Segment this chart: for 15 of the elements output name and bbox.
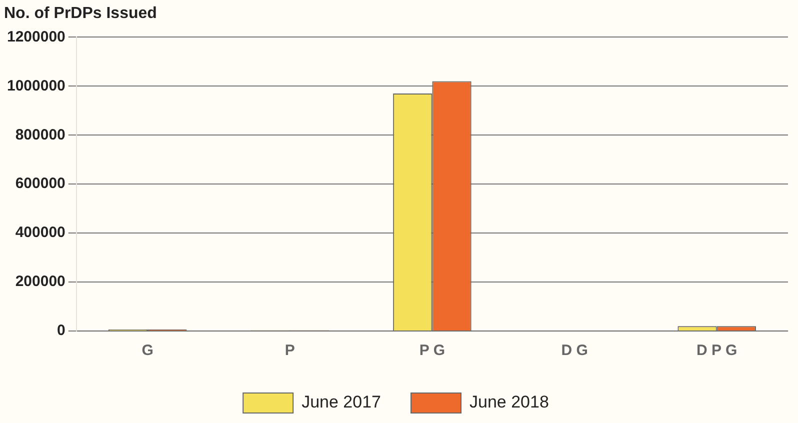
y-tick-label: 1200000: [6, 28, 66, 46]
x-tick-label: D G: [561, 342, 588, 360]
y-tick-label: 0: [57, 322, 66, 340]
legend-label: June 2017: [302, 392, 381, 412]
y-tick-label: 400000: [15, 224, 66, 242]
y-tick-label: 600000: [15, 175, 66, 192]
x-tick-label: G: [142, 342, 154, 360]
legend-label: June 2018: [470, 392, 549, 412]
x-tick-label: D P G: [696, 342, 738, 360]
x-tick-label: P G: [419, 342, 445, 360]
y-tick-label: 200000: [15, 273, 66, 290]
y-tick-label: 1000000: [6, 77, 66, 94]
chart-title: No. of PrDPs Issued: [4, 5, 157, 22]
y-tick-label: 800000: [15, 126, 66, 144]
x-tick-label: P: [284, 342, 295, 360]
